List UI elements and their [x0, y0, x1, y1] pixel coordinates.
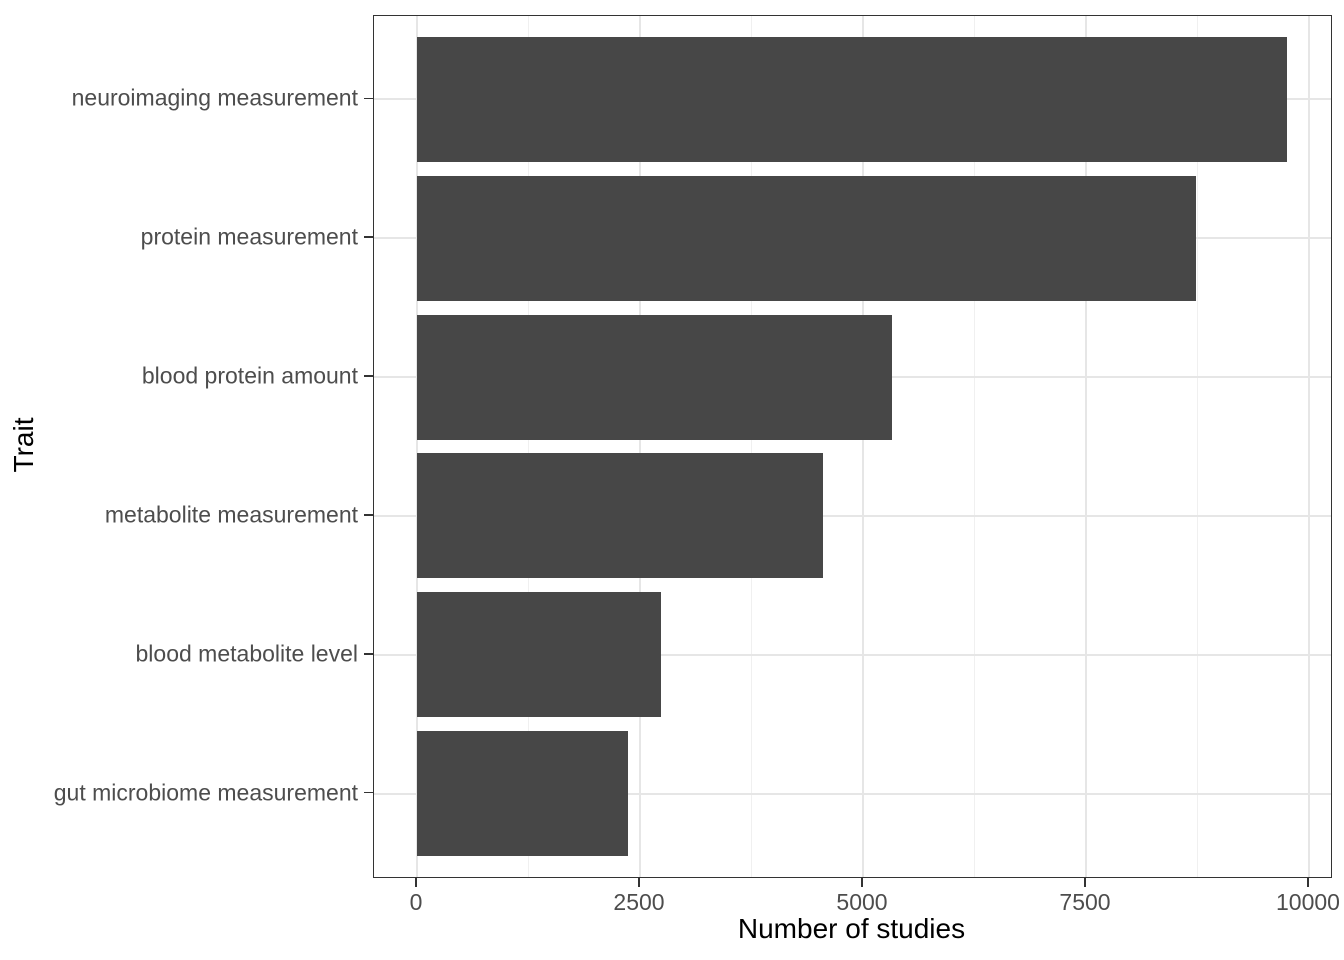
minor-gridline	[527, 16, 530, 877]
category-gridline	[374, 653, 1331, 656]
bar-metabolite-measurement	[417, 453, 823, 579]
bar-neuroimaging-measurement	[417, 36, 1287, 162]
x-tick-mark	[638, 877, 640, 887]
y-tick-label: blood metabolite level	[135, 640, 358, 667]
x-tick-mark	[1084, 877, 1086, 887]
category-gridline	[374, 792, 1331, 795]
bar-gut-microbiome-measurement	[417, 731, 628, 857]
x-axis-title: Number of studies	[737, 913, 966, 944]
y-tick-mark	[364, 653, 373, 655]
x-tick-mark	[1307, 877, 1309, 887]
major-gridline	[639, 16, 641, 877]
y-tick-label: neuroimaging measurement	[71, 84, 358, 111]
y-tick-mark	[364, 236, 373, 238]
minor-gridline	[750, 16, 753, 877]
x-tick-mark	[861, 877, 863, 887]
y-tick-label: protein measurement	[140, 223, 358, 250]
major-gridline	[416, 16, 418, 877]
y-axis-title: Trait	[8, 417, 39, 473]
x-tick-mark	[415, 877, 417, 887]
bar-protein-measurement	[417, 175, 1196, 301]
x-tick-label: 7500	[1059, 889, 1111, 915]
major-gridline	[1308, 16, 1310, 877]
y-tick-label: metabolite measurement	[104, 501, 358, 528]
category-gridline	[374, 514, 1331, 517]
major-gridline	[862, 16, 864, 877]
y-tick-label: blood protein amount	[141, 362, 358, 389]
y-tick-mark	[364, 375, 373, 377]
bar-blood-metabolite-level	[417, 592, 662, 718]
y-tick-label: gut microbiome measurement	[53, 779, 358, 806]
y-tick-mark	[364, 791, 373, 794]
major-gridline	[1085, 16, 1087, 877]
x-tick-label: 0	[409, 889, 423, 915]
y-tick-mark	[364, 97, 373, 100]
x-tick-label: 10000	[1276, 889, 1340, 915]
bar-blood-protein-amount	[417, 314, 893, 440]
chart-panel	[373, 15, 1332, 878]
x-tick-label: 5000	[836, 889, 888, 915]
minor-gridline	[973, 16, 976, 877]
x-tick-label: 2500	[613, 889, 665, 915]
y-tick-mark	[364, 514, 373, 516]
minor-gridline	[1196, 16, 1199, 877]
